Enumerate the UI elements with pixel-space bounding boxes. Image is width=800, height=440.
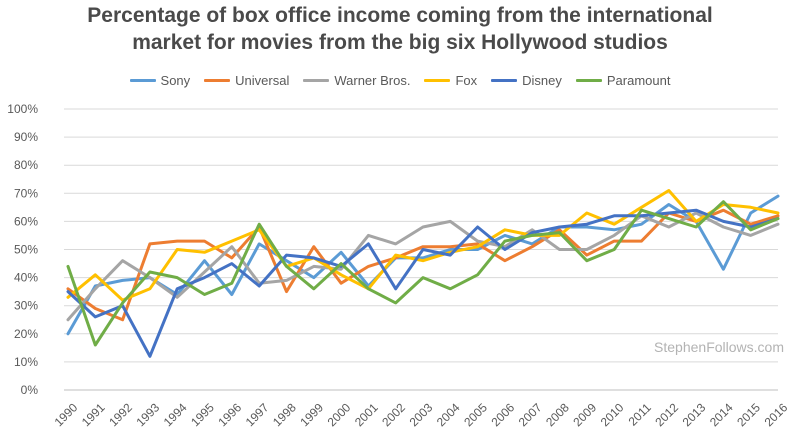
x-tick-label: 1996 bbox=[215, 400, 244, 429]
x-tick-label: 1995 bbox=[188, 400, 217, 429]
x-tick-label: 2013 bbox=[680, 400, 709, 429]
series-line-disney bbox=[66, 208, 780, 358]
x-tick-label: 2009 bbox=[570, 400, 599, 429]
legend-item: Universal bbox=[204, 73, 289, 88]
x-tick-label: 1994 bbox=[161, 400, 190, 429]
legend-item: Warner Bros. bbox=[303, 73, 410, 88]
x-tick-label: 2001 bbox=[352, 400, 381, 429]
x-tick-label: 1990 bbox=[52, 400, 81, 429]
legend-swatch bbox=[204, 78, 231, 82]
legend-swatch bbox=[575, 78, 602, 82]
series-line-warner-bros bbox=[66, 211, 780, 322]
legend-item: Sony bbox=[129, 72, 191, 88]
y-tick-label: 60% bbox=[14, 214, 38, 228]
legend-label: Warner Bros. bbox=[334, 72, 411, 88]
x-tick-label: 2007 bbox=[516, 400, 545, 429]
x-tick-label: 2003 bbox=[407, 400, 436, 429]
x-tick-label: 1999 bbox=[297, 400, 326, 429]
legend-item: Fox bbox=[424, 73, 477, 88]
x-tick-label: 2004 bbox=[434, 400, 463, 429]
x-tick-label: 2008 bbox=[543, 400, 572, 429]
x-tick-label: 2011 bbox=[626, 400, 654, 428]
x-tick-label: 2016 bbox=[762, 400, 791, 429]
chart-title-line-2: market for movies from the big six Holly… bbox=[132, 31, 668, 54]
legend-swatch bbox=[424, 78, 451, 82]
chart-legend: Sony Universal Warner Bros. Fox Disney Paramo… bbox=[0, 70, 800, 90]
x-tick-label: 1993 bbox=[133, 400, 162, 429]
y-tick-label: 10% bbox=[14, 355, 38, 369]
x-axis-tick-labels: 1990199119921993199419951996199719981999… bbox=[52, 400, 791, 429]
y-tick-label: 50% bbox=[14, 243, 38, 257]
chart-title: Percentage of box office income coming f… bbox=[0, 2, 800, 56]
x-tick-label: 2002 bbox=[379, 400, 408, 429]
x-tick-label: 1991 bbox=[79, 400, 108, 429]
x-tick-label: 1998 bbox=[270, 400, 299, 429]
y-tick-label: 0% bbox=[21, 383, 39, 397]
watermark: StephenFollows.com bbox=[654, 339, 784, 355]
y-tick-label: 90% bbox=[14, 130, 38, 144]
series-line-sony bbox=[66, 194, 780, 336]
y-tick-label: 70% bbox=[14, 186, 38, 200]
y-tick-label: 80% bbox=[14, 158, 38, 172]
legend-label: Paramount bbox=[606, 72, 671, 88]
legend-swatch bbox=[491, 78, 518, 82]
y-tick-label: 40% bbox=[14, 271, 38, 285]
x-tick-label: 2014 bbox=[707, 400, 736, 429]
x-tick-label: 2006 bbox=[488, 400, 517, 429]
x-tick-label: 1997 bbox=[243, 400, 272, 429]
x-tick-label: 2010 bbox=[598, 400, 627, 429]
chart-title-line-1: Percentage of box office income coming f… bbox=[87, 4, 713, 27]
series-line-paramount bbox=[66, 200, 780, 347]
x-tick-label: 2000 bbox=[325, 400, 354, 429]
legend-item: Disney bbox=[491, 73, 562, 88]
legend-swatch bbox=[303, 78, 330, 82]
legend-item: Paramount bbox=[575, 72, 671, 88]
series-lines bbox=[66, 189, 780, 358]
legend-label: Sony bbox=[160, 72, 191, 88]
legend-label: Universal bbox=[235, 72, 290, 88]
y-tick-label: 30% bbox=[14, 299, 38, 313]
x-tick-label: 1992 bbox=[106, 400, 135, 429]
y-tick-label: 20% bbox=[14, 327, 38, 341]
legend-swatch bbox=[129, 78, 156, 82]
legend-label: Disney bbox=[522, 72, 562, 88]
y-axis-tick-labels: 0% 10% 20% 30% 40% 50% 60% 70% 80% 90% 100% bbox=[7, 102, 38, 397]
y-tick-label: 100% bbox=[7, 102, 38, 116]
gridlines bbox=[64, 108, 778, 391]
legend-label: Fox bbox=[455, 72, 478, 88]
series-line-fox bbox=[66, 189, 780, 302]
x-tick-label: 2012 bbox=[652, 400, 681, 429]
x-tick-label: 2005 bbox=[461, 400, 490, 429]
x-tick-label: 2015 bbox=[734, 400, 763, 429]
